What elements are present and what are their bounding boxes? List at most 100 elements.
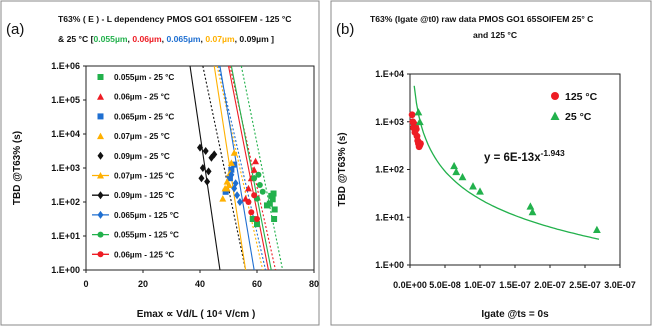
data-point: [593, 225, 601, 234]
title-length-7: , 0.09µm ]: [235, 34, 274, 44]
data-point: [256, 182, 263, 188]
legend-marker: [551, 92, 559, 100]
legend-label: 0.055µm - 25 °C: [114, 73, 174, 82]
title-length-6: 0.07µm: [205, 34, 235, 44]
y-tick-label: 1.E+05: [51, 95, 80, 105]
data-point: [249, 216, 256, 222]
data-point: [230, 149, 238, 156]
title-length-5: ,: [201, 34, 206, 44]
data-point: [211, 150, 218, 159]
data-point: [199, 164, 206, 172]
data-point: [205, 167, 212, 176]
panel-b-frame: [330, 0, 652, 326]
data-point: [254, 216, 260, 222]
x-tick-label: 20: [138, 279, 148, 289]
x-tick-label: 2.5E-07: [569, 280, 601, 290]
legend-marker: [97, 191, 104, 200]
legend-marker: [97, 231, 104, 238]
fit-equation-exponent: -1.943: [541, 148, 565, 158]
panel-b-title-line1: T63% (Igate @t0) raw data PMOS GO1 65SOI…: [370, 14, 593, 24]
data-point: [469, 182, 477, 190]
panel-a-title-line1: T63% ( E ) - L dependency PMOS GO1 65SOI…: [58, 14, 291, 24]
legend-marker: [97, 251, 104, 258]
data-point: [269, 196, 276, 203]
fit-line: [229, 66, 277, 270]
fit-equation-base: y = 6E-13x: [484, 152, 541, 164]
y-tick-label: 1.E+04: [375, 69, 404, 79]
data-point: [255, 171, 262, 178]
data-point: [271, 216, 278, 222]
data-point: [476, 187, 484, 195]
y-tick-label: 1.E+00: [51, 265, 80, 275]
legend-label: 0.07µm - 25 °C: [114, 132, 170, 141]
fit-line: [219, 66, 255, 270]
legend-marker: [97, 132, 104, 140]
data-point: [450, 161, 458, 170]
y-axis-title: TBD @T63% (s): [12, 131, 23, 205]
legend-marker: [97, 93, 104, 100]
y-tick-label: 1.E+01: [375, 212, 404, 222]
x-tick-label: 40: [195, 279, 205, 289]
panel-a-label: (a): [6, 21, 24, 38]
data-point: [417, 140, 424, 147]
x-tick-label: 5.0E-08: [429, 280, 461, 290]
legend-marker: [97, 113, 104, 120]
data-point: [250, 166, 258, 173]
data-point: [259, 188, 266, 195]
data-point: [202, 147, 209, 155]
title-length-4: 0.065µm: [166, 34, 200, 44]
fit-line: [217, 66, 267, 270]
data-point: [197, 143, 203, 152]
legend-label: 0.065µm - 25 °C: [114, 112, 174, 121]
x-axis-title: Igate @ts = 0s: [481, 309, 549, 320]
data-point: [245, 199, 252, 205]
x-tick-label: 0.0E+00: [393, 280, 427, 290]
legend-label: 25 °C: [565, 111, 592, 123]
data-point: [528, 207, 537, 216]
data-point: [252, 157, 260, 165]
legend-marker: [97, 210, 104, 219]
y-axis-title: TBD @T63% (s): [337, 132, 348, 206]
data-point: [251, 175, 258, 182]
title-length-0: 0.055µm: [93, 34, 127, 44]
legend-label: 0.06µm - 25 °C: [114, 93, 170, 102]
legend-label: 0.065µm - 125 °C: [114, 211, 179, 220]
data-point: [244, 184, 252, 192]
data-point: [219, 195, 227, 202]
y-tick-label: 1.E+03: [51, 163, 80, 173]
data-point: [236, 198, 243, 206]
data-point: [526, 202, 535, 210]
data-point: [415, 117, 424, 126]
fit-line: [230, 66, 272, 270]
x-tick-label: 0: [83, 279, 88, 289]
fit-equation: y = 6E-13x-1.943: [484, 148, 565, 164]
legend-label: 0.07µm - 125 °C: [114, 172, 174, 181]
y-tick-label: 1.E+02: [51, 197, 80, 207]
panel-a-title-line2: & 25 °C [0.055µm, 0.06µm, 0.065µm, 0.07µ…: [58, 34, 274, 44]
data-point: [458, 172, 467, 181]
data-point: [226, 175, 233, 182]
data-point: [231, 161, 238, 168]
legend-label: 0.055µm - 125 °C: [114, 231, 179, 240]
data-point: [414, 108, 423, 116]
data-point: [271, 206, 278, 213]
x-tick-label: 1.0E-07: [464, 280, 496, 290]
legend-marker: [550, 111, 560, 120]
panel-b-plot: 1.E+00 1.E+01 1.E+02 1.E+03 1.E+04 0.0E+00 5.0…: [337, 69, 636, 320]
y-tick-label: 1.E+06: [51, 61, 80, 71]
legend-marker: [97, 172, 104, 179]
data-point: [408, 111, 416, 119]
fit-line: [216, 66, 264, 270]
title-length-1: ,: [128, 34, 133, 44]
fit-line: [227, 66, 269, 270]
data-point: [198, 174, 205, 183]
data-point: [227, 159, 235, 166]
title-prefix: & 25 °C [: [58, 34, 94, 44]
x-tick-label: 3.0E-07: [604, 280, 636, 290]
legend-label: 125 °C: [565, 91, 598, 103]
y-tick-label: 1.E+01: [51, 231, 80, 241]
data-point: [234, 191, 241, 200]
panel-a-frame: [0, 0, 320, 326]
data-point: [221, 184, 229, 192]
